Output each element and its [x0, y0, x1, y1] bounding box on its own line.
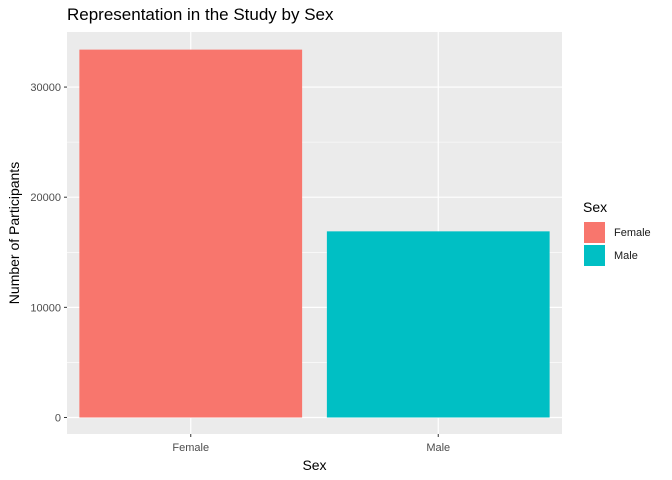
- y-tick-label: 30000: [30, 82, 61, 94]
- x-tick-label: Female: [172, 442, 209, 454]
- y-tick-label: 10000: [30, 302, 61, 314]
- legend-label-male: Male: [614, 249, 638, 262]
- y-tick-label: 20000: [30, 192, 61, 204]
- y-axis: 0 10000 20000 30000: [30, 82, 67, 424]
- x-axis-title: Sex: [302, 457, 326, 473]
- legend-item-male: Male: [583, 244, 651, 267]
- chart-title: Representation in the Study by Sex: [67, 5, 334, 24]
- legend-label-female: Female: [614, 226, 651, 239]
- legend-title: Sex: [583, 199, 608, 215]
- legend-item-female: Female: [583, 221, 651, 244]
- x-axis: Female Male: [172, 434, 450, 454]
- legend-key-male: [583, 244, 606, 267]
- bar-male: [326, 231, 550, 418]
- x-tick-label: Male: [426, 442, 450, 454]
- y-tick-label: 0: [55, 412, 61, 424]
- y-axis-title: Number of Participants: [6, 162, 22, 304]
- bars: [79, 49, 550, 418]
- legend-key-female: [583, 221, 606, 244]
- bar-female: [79, 49, 303, 418]
- legend: Sex Female Male: [583, 199, 651, 267]
